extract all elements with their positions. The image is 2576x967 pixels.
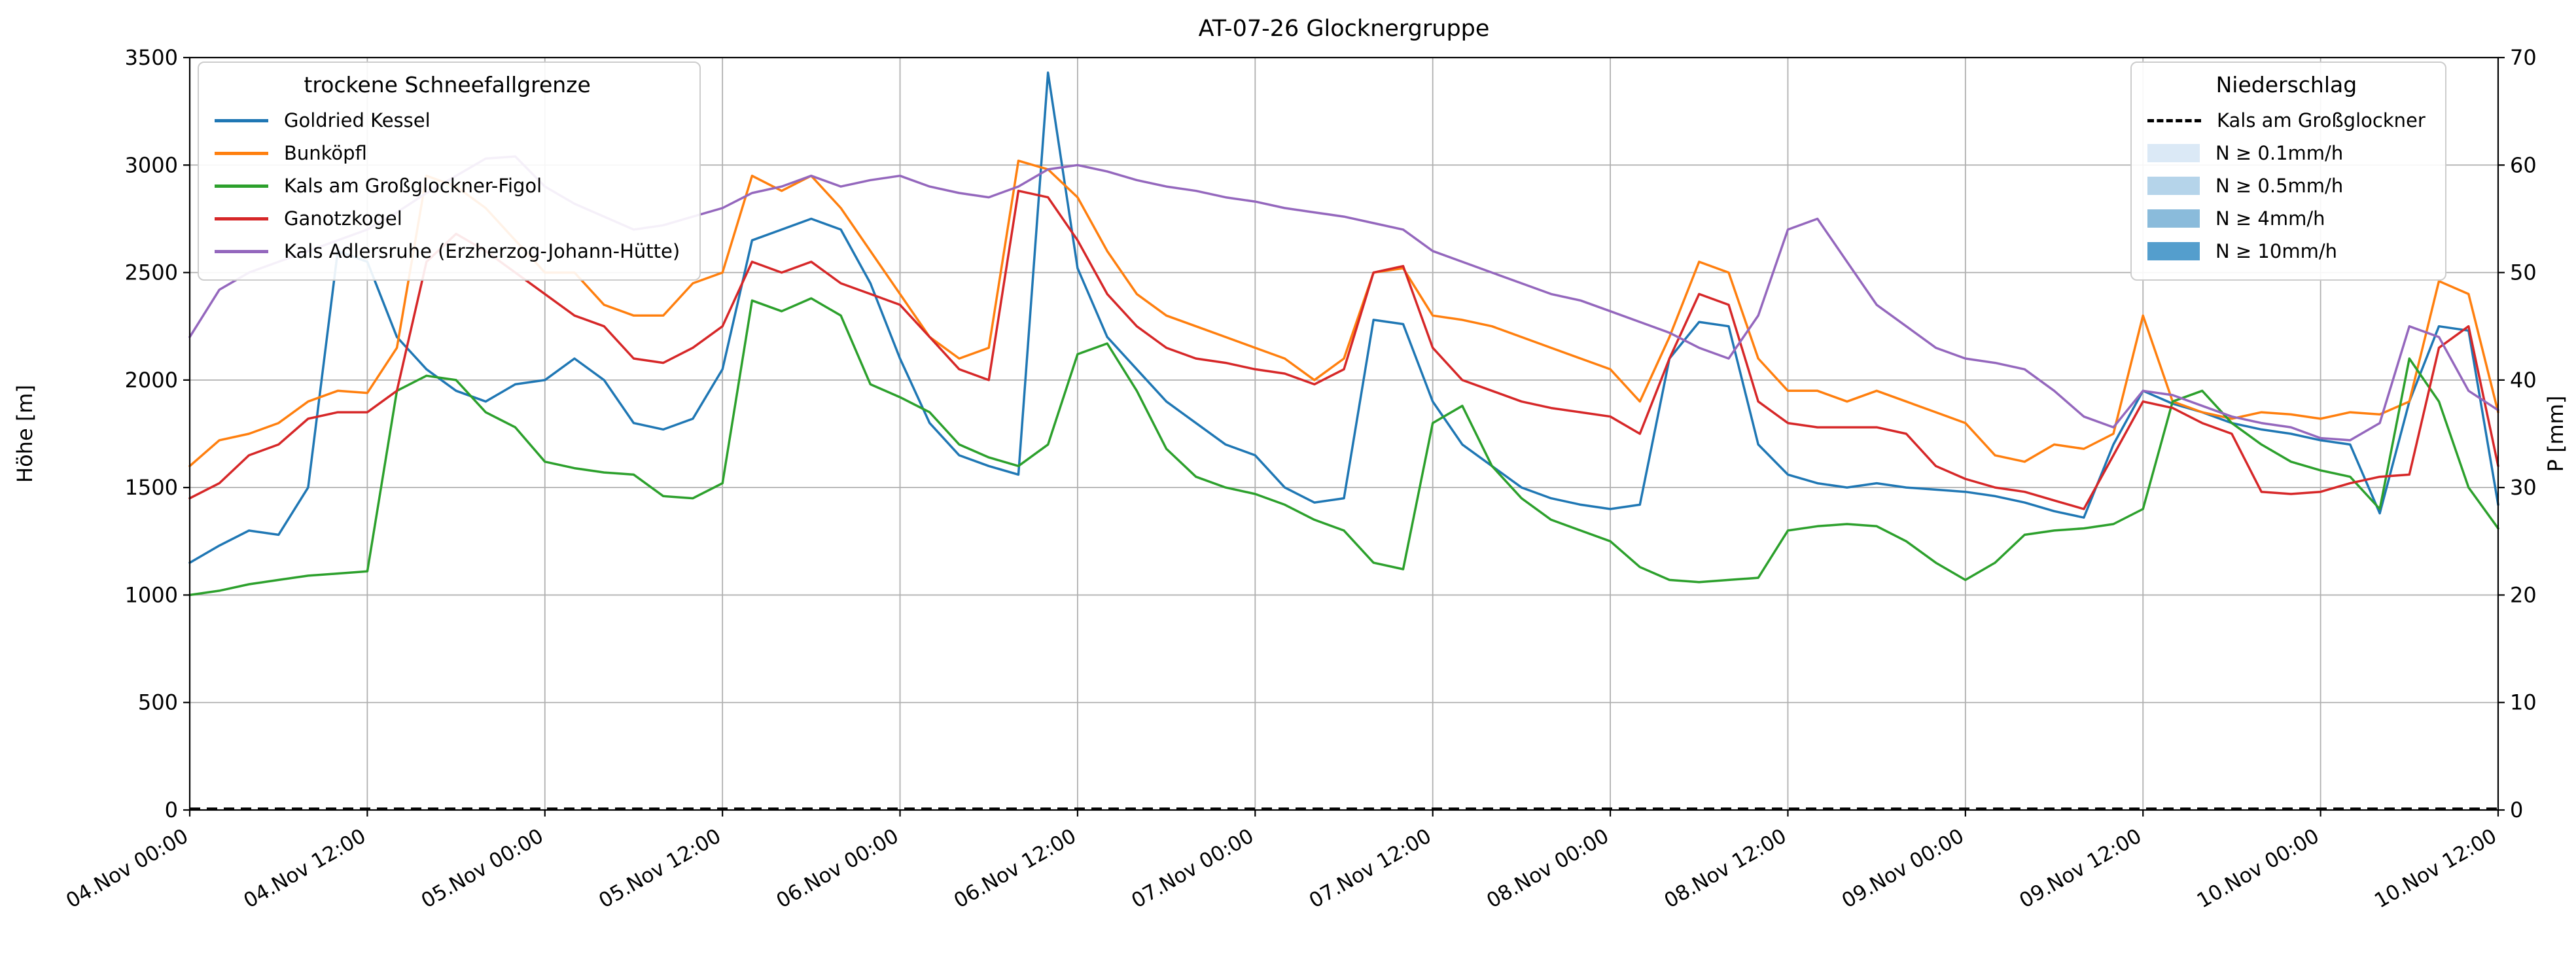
legend-label: Bunköpfl: [284, 142, 367, 164]
y-tick-label-right: 30: [2510, 475, 2537, 500]
legend-item: Bunköpfl: [215, 137, 680, 169]
legend-item: Kals am Großglockner: [2147, 104, 2426, 137]
x-tick-label: 04.Nov 12:00: [239, 824, 370, 913]
series-line-goldried-kessel: [188, 71, 2499, 564]
legend-item: N ≥ 0.1mm/h: [2147, 137, 2426, 169]
legend-snowline: trockene Schneefallgrenze Goldried Kesse…: [198, 62, 701, 281]
x-tick-label: 07.Nov 12:00: [1305, 824, 1436, 913]
y-tick-label-left: 3000: [125, 152, 178, 177]
y-tick-label-left: 500: [138, 690, 178, 715]
legend-patch-swatch: [2147, 144, 2200, 162]
legend-patch-swatch: [2147, 209, 2200, 228]
x-tick-label: 08.Nov 00:00: [1483, 824, 1613, 913]
legend-label: N ≥ 4mm/h: [2215, 207, 2325, 230]
legend-item: N ≥ 0.5mm/h: [2147, 169, 2426, 202]
legend-item: N ≥ 10mm/h: [2147, 235, 2426, 268]
x-tick-label: 06.Nov 00:00: [773, 824, 903, 913]
legend-precipitation-title: Niederschlag: [2215, 72, 2357, 97]
legend-item: Goldried Kessel: [215, 104, 680, 137]
legend-label: Ganotzkogel: [284, 207, 402, 230]
y-tick-label-left: 1000: [125, 582, 178, 607]
y-tick-label-right: 60: [2510, 152, 2537, 177]
y-tick-label-right: 50: [2510, 260, 2537, 285]
legend-line-swatch: [215, 249, 268, 253]
y-tick-label-right: 10: [2510, 690, 2537, 715]
y-tick-label-left: 2000: [125, 368, 178, 393]
y-axis-label-left: Höhe [m]: [12, 385, 37, 483]
legend-label: Kals am Großglockner: [2217, 109, 2426, 132]
legend-line-swatch: [215, 217, 268, 220]
y-tick-label-right: 70: [2510, 45, 2537, 70]
legend-item: Kals Adlersruhe (Erzherzog-Johann-Hütte): [215, 235, 680, 268]
x-tick-label: 10.Nov 00:00: [2193, 824, 2323, 913]
x-tick-label: 05.Nov 12:00: [595, 824, 725, 913]
legend-snowline-items: Goldried Kessel Bunköpfl Kals am Großglock…: [215, 104, 680, 268]
axis-spine: [188, 56, 2499, 811]
y-tick-label-left: 0: [165, 798, 178, 822]
legend-label: N ≥ 0.1mm/h: [2215, 142, 2344, 164]
legend-precipitation-items: Kals am Großglockner N ≥ 0.1mm/h N ≥ 0.5mm…: [2147, 104, 2426, 268]
legend-item: Ganotzkogel: [215, 202, 680, 235]
legend-snowline-title: trockene Schneefallgrenze: [304, 72, 591, 97]
legend-line-swatch: [215, 118, 268, 122]
x-tick-label: 05.Nov 00:00: [417, 824, 548, 913]
y-axis-label-right: P [mm]: [2543, 395, 2568, 472]
legend-label: N ≥ 10mm/h: [2215, 240, 2337, 262]
x-tick-label: 04.Nov 00:00: [62, 824, 192, 913]
chart-title: AT-07-26 Glocknergruppe: [1198, 16, 1490, 42]
y-tick-label-right: 0: [2510, 798, 2523, 822]
legend-patch-swatch: [2147, 177, 2200, 195]
x-tick-label: 08.Nov 12:00: [1660, 824, 1790, 913]
y-tick-label-right: 40: [2510, 368, 2537, 393]
y-tick-label-left: 2500: [125, 260, 178, 285]
x-tick-label: 09.Nov 00:00: [1838, 824, 1968, 913]
legend-patch-swatch: [2147, 242, 2200, 260]
legend-label: Kals am Großglockner-Figol: [284, 175, 542, 197]
legend-item: Kals am Großglockner-Figol: [215, 169, 680, 202]
legend-label: Kals Adlersruhe (Erzherzog-Johann-Hütte): [284, 240, 680, 262]
x-tick-label: 06.Nov 12:00: [950, 824, 1080, 913]
legend-label: Goldried Kessel: [284, 109, 431, 132]
y-tick-label-left: 1500: [125, 475, 178, 500]
legend-item: N ≥ 4mm/h: [2147, 202, 2426, 235]
x-tick-label: 10.Nov 12:00: [2371, 824, 2501, 913]
series-line-ganotzkogel: [188, 189, 2499, 510]
legend-line-swatch: [215, 151, 268, 155]
x-tick-label: 07.Nov 00:00: [1127, 824, 1258, 913]
x-tick-label: 09.Nov 12:00: [2015, 824, 2145, 913]
legend-precipitation: Niederschlag Kals am Großglockner N ≥ 0.1…: [2130, 62, 2446, 281]
legend-label: N ≥ 0.5mm/h: [2215, 175, 2344, 197]
legend-dashed-line-swatch: [2147, 118, 2201, 122]
series-line-kals-am-gro-glockner-figol: [188, 297, 2499, 597]
y-tick-label-left: 3500: [125, 45, 178, 70]
legend-line-swatch: [215, 184, 268, 188]
y-tick-label-right: 20: [2510, 582, 2537, 607]
